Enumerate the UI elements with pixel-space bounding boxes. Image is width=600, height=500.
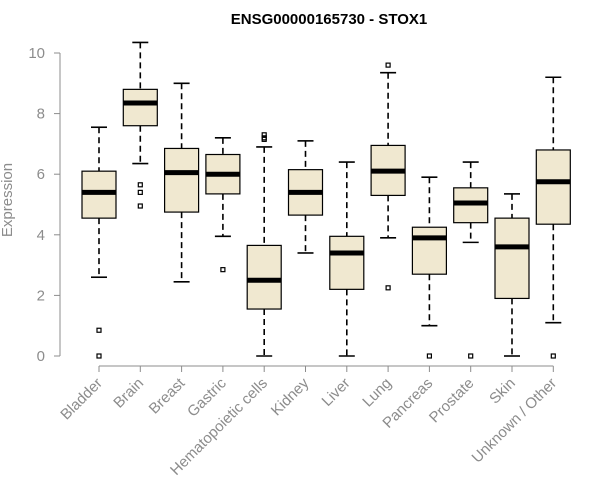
outlier-point: [137, 203, 143, 209]
box: [164, 147, 200, 213]
x-tick-label: Kidney: [268, 374, 313, 419]
box: [329, 235, 365, 290]
box-group: [329, 161, 365, 357]
x-tick-label: Liver: [319, 375, 354, 410]
outlier-point: [261, 135, 267, 141]
outlier-point: [261, 132, 267, 138]
box-group: [535, 76, 571, 359]
box-group: [287, 140, 324, 254]
box: [122, 88, 158, 127]
x-tick-label: Breast: [146, 374, 189, 417]
y-tick-label: 6: [37, 166, 45, 183]
y-tick-label: 2: [37, 287, 45, 304]
box: [246, 244, 282, 310]
x-tick-label: Bladder: [57, 375, 106, 424]
y-tick-label: 4: [37, 227, 45, 244]
box-group: [122, 41, 158, 209]
box-group: [164, 82, 200, 283]
y-tick-label: 10: [28, 45, 45, 62]
box-group: [246, 132, 282, 357]
outlier-point: [385, 285, 391, 291]
outlier-point: [550, 353, 556, 359]
x-tick-label: Brain: [110, 375, 147, 412]
box-group: [370, 62, 406, 291]
x-tick-label: Prostate: [426, 375, 478, 427]
outlier-point: [385, 62, 391, 68]
box-group: [205, 137, 241, 273]
outlier-point: [137, 189, 143, 195]
y-tick-label: 0: [37, 348, 45, 365]
box-group: [81, 126, 117, 359]
box: [411, 226, 447, 275]
box: [535, 149, 571, 225]
chart-title: ENSG00000165730 - STOX1: [231, 11, 428, 28]
x-tick-label: Lung: [359, 375, 395, 411]
x-tick-label: Skin: [486, 375, 519, 408]
outlier-point: [96, 353, 102, 359]
outlier-point: [137, 182, 143, 188]
box: [494, 217, 530, 300]
outlier-point: [220, 267, 226, 273]
y-axis-label: Expression: [0, 163, 16, 237]
y-tick-label: 8: [37, 106, 45, 123]
box-group: [494, 193, 530, 357]
y-axis: 0 2 4 6 8 10: [28, 45, 61, 365]
outlier-point: [468, 353, 474, 359]
outlier-point: [426, 353, 432, 359]
box-group: [453, 161, 489, 359]
outlier-point: [96, 327, 102, 333]
box-group: [411, 176, 447, 359]
plot-area: [81, 41, 571, 359]
